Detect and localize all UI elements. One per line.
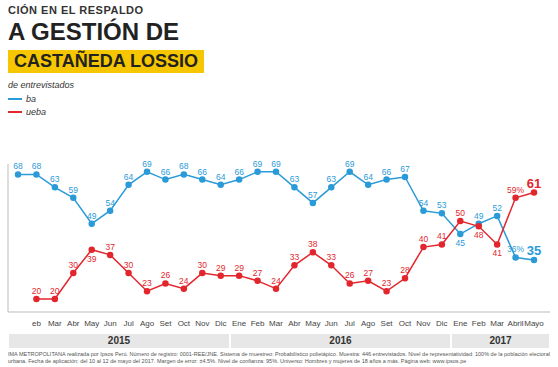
svg-text:20: 20 (32, 286, 42, 296)
svg-text:69: 69 (271, 159, 281, 169)
svg-text:Abr: Abr (67, 319, 80, 328)
html-text:2016: 2016 (329, 335, 352, 346)
svg-text:29: 29 (234, 263, 244, 273)
svg-text:Ago: Ago (140, 319, 155, 328)
svg-text:68: 68 (32, 161, 42, 171)
svg-text:Feb: Feb (472, 319, 486, 328)
svg-text:30: 30 (124, 260, 134, 270)
svg-text:eb: eb (32, 319, 41, 328)
svg-text:Ene: Ene (453, 319, 468, 328)
html-text:de entrevistados: de entrevistados (8, 80, 74, 90)
svg-text:61: 61 (527, 176, 541, 191)
svg-text:26: 26 (161, 270, 171, 280)
svg-text:67: 67 (400, 164, 410, 174)
svg-text:29: 29 (216, 263, 226, 273)
svg-text:24: 24 (179, 276, 189, 286)
svg-text:May: May (84, 319, 99, 328)
svg-text:Ago: Ago (361, 319, 376, 328)
svg-text:64: 64 (363, 172, 373, 182)
svg-text:36%: 36% (507, 244, 524, 254)
svg-text:45: 45 (456, 238, 466, 248)
svg-text:59: 59 (69, 185, 79, 195)
svg-text:Set: Set (381, 319, 394, 328)
svg-text:Jun: Jun (104, 319, 117, 328)
svg-text:Ene: Ene (232, 319, 247, 328)
svg-text:50: 50 (456, 208, 466, 218)
html-text:IMA METROPOLITANA realizada po: IMA METROPOLITANA realizada por Ipsos Pe… (8, 351, 550, 364)
svg-text:23: 23 (142, 278, 152, 288)
svg-text:23: 23 (382, 278, 392, 288)
svg-text:Dic: Dic (436, 319, 448, 328)
svg-text:May: May (305, 319, 320, 328)
svg-text:54: 54 (105, 198, 115, 208)
html-text:2015: 2015 (107, 335, 131, 346)
svg-text:38: 38 (308, 239, 318, 249)
svg-text:Feb: Feb (251, 319, 265, 328)
svg-text:66: 66 (234, 167, 244, 177)
svg-text:66: 66 (161, 167, 171, 177)
svg-text:Abr: Abr (288, 319, 301, 328)
svg-text:66: 66 (382, 167, 392, 177)
svg-text:57: 57 (308, 190, 318, 200)
svg-text:Mar: Mar (48, 319, 62, 328)
html-text:CIÓN EN EL RESPALDO: CIÓN EN EL RESPALDO (8, 4, 144, 16)
svg-text:Jul: Jul (123, 319, 133, 328)
svg-text:68: 68 (179, 161, 189, 171)
html-text:2017: 2017 (489, 335, 512, 346)
svg-text:30: 30 (198, 260, 208, 270)
svg-text:69: 69 (345, 159, 355, 169)
svg-text:27: 27 (363, 268, 373, 278)
svg-text:63: 63 (50, 174, 60, 184)
svg-text:33: 33 (290, 252, 300, 262)
svg-text:69: 69 (253, 159, 263, 169)
svg-text:Mar: Mar (269, 319, 283, 328)
svg-text:52: 52 (492, 203, 502, 213)
svg-text:Mar: Mar (490, 319, 504, 328)
svg-text:Jun: Jun (325, 319, 338, 328)
svg-text:26: 26 (345, 270, 355, 280)
svg-text:24: 24 (271, 276, 281, 286)
svg-text:63: 63 (327, 174, 337, 184)
svg-text:20: 20 (50, 286, 60, 296)
svg-text:69: 69 (142, 159, 152, 169)
html-text:ba: ba (26, 94, 36, 104)
svg-text:Set: Set (159, 319, 172, 328)
svg-text:Dic: Dic (215, 319, 227, 328)
html-text:A GESTIÓN DE: A GESTIÓN DE (8, 18, 180, 45)
svg-text:Oct: Oct (178, 319, 191, 328)
svg-text:64: 64 (216, 172, 226, 182)
svg-text:64: 64 (124, 172, 134, 182)
svg-text:63: 63 (290, 174, 300, 184)
svg-text:27: 27 (253, 268, 263, 278)
svg-text:Nov: Nov (195, 319, 209, 328)
svg-text:49: 49 (87, 211, 97, 221)
svg-text:59%: 59% (507, 185, 524, 195)
svg-text:49: 49 (474, 211, 484, 221)
svg-text:54: 54 (419, 198, 429, 208)
svg-text:41: 41 (437, 231, 447, 241)
svg-text:Jul: Jul (345, 319, 355, 328)
svg-text:39: 39 (87, 254, 97, 264)
html-text:ueba: ueba (26, 107, 46, 117)
html-text:CASTAÑEDA LOSSIO: CASTAÑEDA LOSSIO (14, 51, 198, 71)
svg-text:Abril: Abril (508, 319, 524, 328)
svg-text:Mayo: Mayo (524, 319, 544, 328)
svg-text:68: 68 (13, 161, 23, 171)
svg-text:30: 30 (69, 260, 79, 270)
svg-text:28: 28 (400, 265, 410, 275)
svg-text:Oct: Oct (399, 319, 412, 328)
svg-text:Nov: Nov (416, 319, 430, 328)
svg-text:35: 35 (527, 243, 541, 258)
svg-text:53: 53 (437, 200, 447, 210)
svg-text:33: 33 (327, 252, 337, 262)
svg-text:37: 37 (105, 242, 115, 252)
svg-text:40: 40 (419, 234, 429, 244)
svg-text:48: 48 (474, 230, 484, 240)
svg-text:41: 41 (492, 248, 502, 258)
svg-text:66: 66 (198, 167, 208, 177)
